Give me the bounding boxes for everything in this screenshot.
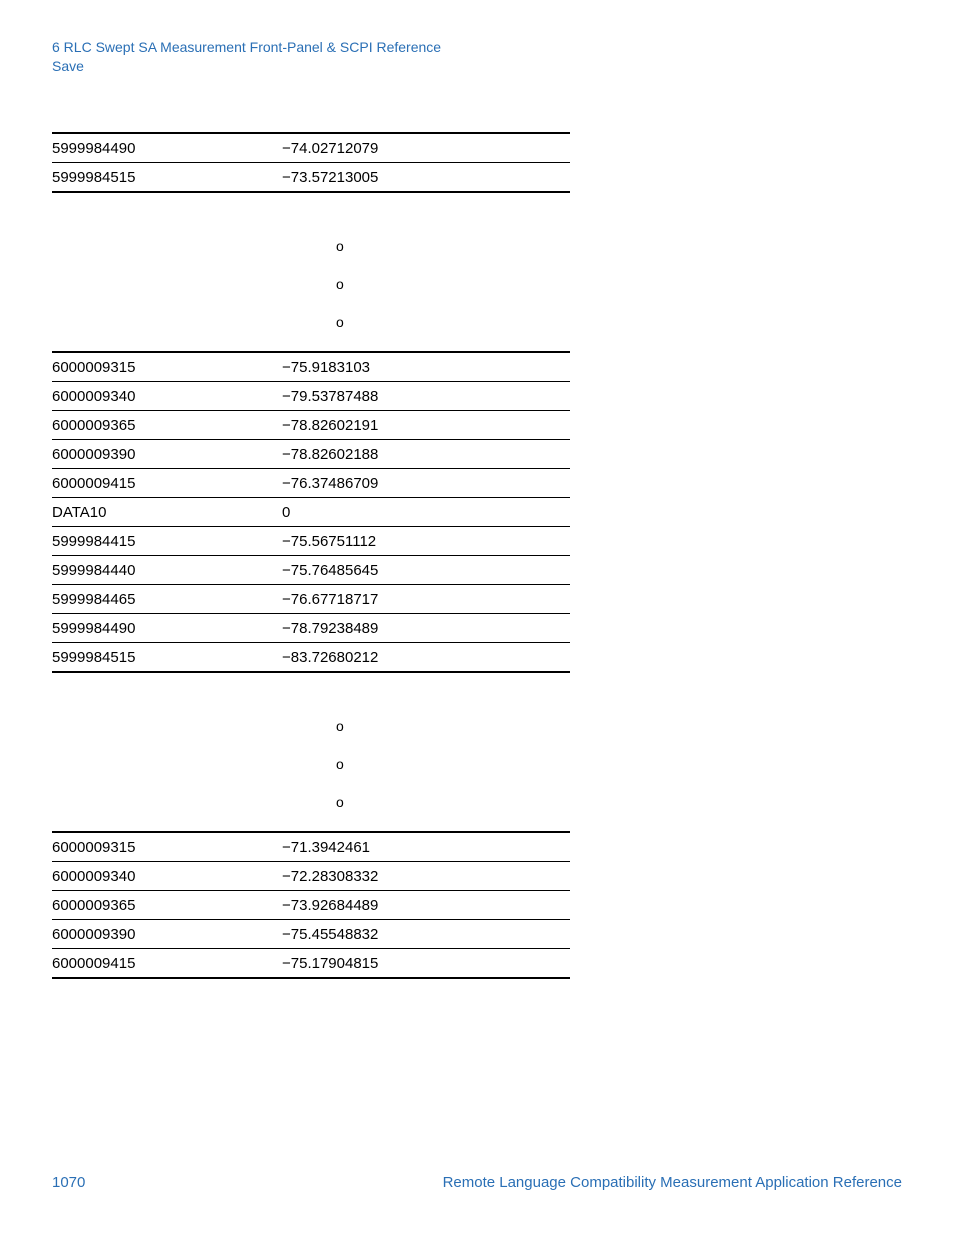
table-row: 6000009365 −73.92684489	[52, 890, 570, 919]
table-row: 5999984490 −74.02712079	[52, 133, 570, 163]
ellipsis-row: o	[52, 303, 570, 341]
cell-freq: DATA10	[52, 497, 282, 526]
ellipsis-row: o	[52, 707, 570, 745]
ellipsis-glyph: o	[336, 794, 344, 810]
cell-value: −75.76485645	[282, 555, 570, 584]
table-row: 6000009340 −79.53787488	[52, 381, 570, 410]
ellipsis-glyph: o	[336, 718, 344, 734]
cell-freq: 6000009390	[52, 919, 282, 948]
cell-value: −78.79238489	[282, 613, 570, 642]
cell-value: −75.56751112	[282, 526, 570, 555]
ellipsis-row: o	[52, 227, 570, 265]
cell-freq: 5999984465	[52, 584, 282, 613]
cell-value: −78.82602191	[282, 410, 570, 439]
cell-freq: 6000009365	[52, 410, 282, 439]
content-area: 5999984490 −74.02712079 5999984515 −73.5…	[52, 132, 570, 979]
table-row: 6000009390 −78.82602188	[52, 439, 570, 468]
ellipsis-block-2: o o o	[52, 707, 570, 821]
cell-freq: 6000009415	[52, 948, 282, 978]
cell-freq: 6000009315	[52, 352, 282, 382]
cell-value: −71.3942461	[282, 832, 570, 862]
table-row: 6000009340 −72.28308332	[52, 861, 570, 890]
cell-value: −73.92684489	[282, 890, 570, 919]
table-row: 6000009415 −76.37486709	[52, 468, 570, 497]
cell-value: −76.37486709	[282, 468, 570, 497]
cell-value: −79.53787488	[282, 381, 570, 410]
cell-freq: 5999984490	[52, 613, 282, 642]
cell-value: −75.17904815	[282, 948, 570, 978]
table-row: DATA10 0	[52, 497, 570, 526]
table-row: 6000009415 −75.17904815	[52, 948, 570, 978]
cell-value: −75.45548832	[282, 919, 570, 948]
table-row: 6000009365 −78.82602191	[52, 410, 570, 439]
table-row: 6000009315 −71.3942461	[52, 832, 570, 862]
ellipsis-glyph: o	[336, 238, 344, 254]
cell-value: −76.67718717	[282, 584, 570, 613]
cell-freq: 5999984415	[52, 526, 282, 555]
page-header: 6 RLC Swept SA Measurement Front-Panel &…	[52, 38, 902, 76]
header-section-line: Save	[52, 57, 902, 76]
table-row: 6000009390 −75.45548832	[52, 919, 570, 948]
cell-value: −74.02712079	[282, 133, 570, 163]
cell-freq: 5999984440	[52, 555, 282, 584]
cell-value: −78.82602188	[282, 439, 570, 468]
cell-freq: 5999984515	[52, 162, 282, 192]
table-row: 5999984440 −75.76485645	[52, 555, 570, 584]
cell-freq: 6000009390	[52, 439, 282, 468]
cell-freq: 6000009340	[52, 861, 282, 890]
ellipsis-block-1: o o o	[52, 227, 570, 341]
data-table-3: 6000009315 −71.3942461 6000009340 −72.28…	[52, 831, 570, 979]
cell-value: −83.72680212	[282, 642, 570, 672]
ellipsis-row: o	[52, 783, 570, 821]
ellipsis-row: o	[52, 265, 570, 303]
table-row: 6000009315 −75.9183103	[52, 352, 570, 382]
table-row: 5999984490 −78.79238489	[52, 613, 570, 642]
cell-freq: 5999984515	[52, 642, 282, 672]
table-row: 5999984415 −75.56751112	[52, 526, 570, 555]
cell-value: −75.9183103	[282, 352, 570, 382]
cell-freq: 6000009315	[52, 832, 282, 862]
cell-freq: 5999984490	[52, 133, 282, 163]
table-row: 5999984515 −83.72680212	[52, 642, 570, 672]
ellipsis-row: o	[52, 745, 570, 783]
table-row: 5999984515 −73.57213005	[52, 162, 570, 192]
cell-value: −72.28308332	[282, 861, 570, 890]
page-number: 1070	[52, 1174, 85, 1191]
ellipsis-glyph: o	[336, 314, 344, 330]
table-row: 5999984465 −76.67718717	[52, 584, 570, 613]
cell-value: −73.57213005	[282, 162, 570, 192]
footer-doc-title: Remote Language Compatibility Measuremen…	[443, 1174, 902, 1191]
cell-freq: 6000009365	[52, 890, 282, 919]
data-table-2: 6000009315 −75.9183103 6000009340 −79.53…	[52, 351, 570, 673]
data-table-1: 5999984490 −74.02712079 5999984515 −73.5…	[52, 132, 570, 193]
header-chapter-line: 6 RLC Swept SA Measurement Front-Panel &…	[52, 38, 902, 57]
cell-freq: 6000009415	[52, 468, 282, 497]
ellipsis-glyph: o	[336, 756, 344, 772]
ellipsis-glyph: o	[336, 276, 344, 292]
page-footer: 1070 Remote Language Compatibility Measu…	[52, 1174, 902, 1191]
cell-value: 0	[282, 497, 570, 526]
cell-freq: 6000009340	[52, 381, 282, 410]
